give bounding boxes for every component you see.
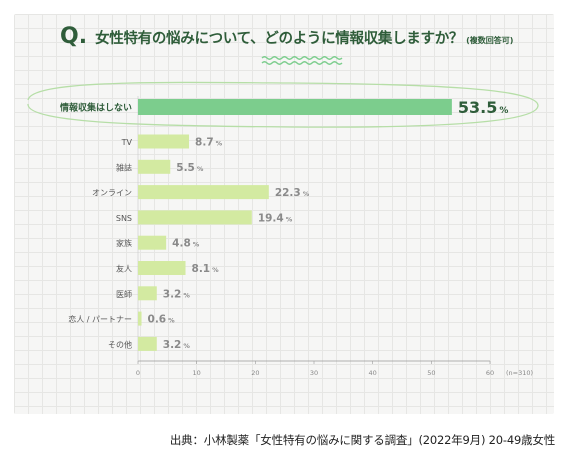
bar-3	[138, 185, 269, 200]
value-unit: %	[197, 165, 204, 173]
wave-decoration-1	[261, 61, 343, 65]
category-label: オンライン	[92, 189, 132, 198]
category-label: 恋人 / パートナー	[68, 314, 132, 324]
question-heading: Q. 女性特有の悩みについて、どのように情報収集しますか？ (複数回答可)	[60, 24, 513, 52]
category-label: SNS	[116, 214, 132, 223]
value-unit: %	[216, 140, 223, 148]
x-tick-label: 60	[486, 369, 494, 377]
question-mark: Q.	[60, 24, 88, 49]
x-tick-label: 10	[193, 369, 201, 377]
value-label: 3.2%	[163, 339, 191, 351]
question-note: (複数回答可)	[466, 36, 514, 45]
value-unit: %	[286, 215, 293, 223]
x-tick-label: 20	[251, 369, 259, 377]
bar-6	[138, 261, 186, 275]
value-unit: %	[183, 342, 190, 350]
category-label: 友人	[116, 264, 132, 274]
bar-2	[138, 159, 171, 174]
value-label: 53.5%	[458, 98, 509, 117]
value-label: 5.5%	[176, 162, 204, 174]
bar-7	[138, 286, 157, 301]
bar-0	[138, 99, 452, 115]
value-label: 8.7%	[195, 137, 223, 149]
value-label: 8.1%	[192, 263, 220, 275]
category-label: 雑誌	[116, 162, 132, 172]
value-label: 22.3%	[275, 187, 310, 199]
bar-8	[138, 311, 142, 326]
value-unit: %	[168, 317, 175, 325]
bar-1	[138, 134, 190, 149]
category-label: その他	[108, 339, 132, 349]
wave-decoration-0	[261, 56, 343, 60]
x-tick-label: 30	[310, 369, 318, 377]
value-unit: %	[303, 190, 310, 198]
bar-4	[138, 210, 252, 225]
category-label: 家族	[116, 238, 132, 248]
question-text: 女性特有の悩みについて、どのように情報収集しますか？	[95, 31, 464, 47]
value-label: 3.2%	[163, 288, 191, 300]
value-unit: %	[212, 266, 219, 274]
sample-size-note: (n=310)	[506, 369, 533, 377]
source-citation: 出典：小林製薬「女性特有の悩みに関する調査」(2022年9月) 20-49歳女性	[169, 433, 555, 447]
value-label: 0.6%	[148, 314, 176, 326]
bar-5	[138, 235, 167, 250]
value-label: 19.4%	[258, 212, 293, 224]
value-label: 4.8%	[172, 238, 200, 250]
category-label: TV	[121, 138, 133, 147]
x-tick-label: 0	[136, 369, 140, 377]
bar-9	[138, 336, 157, 351]
category-label: 医師	[116, 289, 132, 299]
value-unit: %	[193, 241, 200, 249]
highlight-outline	[27, 81, 539, 128]
category-label: 情報収集はしない	[59, 102, 132, 114]
x-tick-label: 50	[427, 369, 435, 377]
value-unit: %	[499, 106, 508, 116]
x-tick-label: 40	[369, 369, 377, 377]
value-unit: %	[183, 291, 190, 299]
chart-panel	[14, 14, 554, 414]
